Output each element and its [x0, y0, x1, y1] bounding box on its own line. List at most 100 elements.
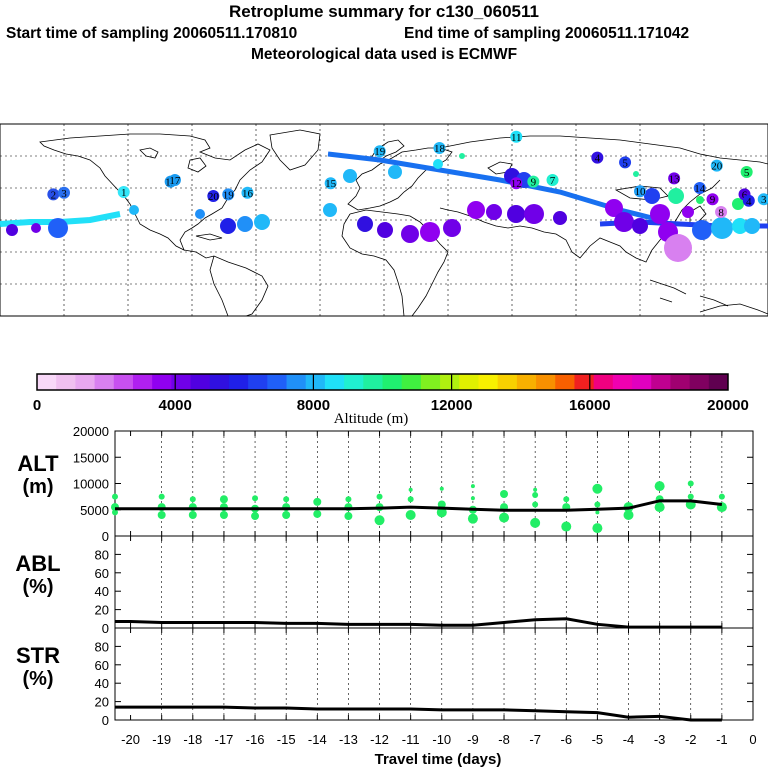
map-label-disc — [546, 174, 559, 186]
map-label: 10 — [635, 186, 647, 198]
map-label: 6 — [742, 189, 748, 201]
x-axis-label: Travel time (days) — [375, 751, 502, 768]
x-tick-label: -20 — [121, 732, 140, 747]
plume-marker — [732, 218, 748, 234]
altitude-point — [439, 486, 444, 491]
y-tick-label: 5000 — [80, 503, 109, 518]
map-label-disc — [742, 194, 755, 207]
colorbar-swatch — [670, 374, 691, 390]
x-tick-label: -1 — [716, 732, 728, 747]
x-tick-label: 0 — [749, 732, 756, 747]
altitude-point — [219, 511, 228, 519]
altitude-point — [654, 481, 665, 492]
x-tick-label: -11 — [402, 732, 420, 747]
colorbar-swatch — [632, 374, 652, 390]
x-tick-label: -8 — [498, 732, 510, 747]
plume-marker — [377, 222, 393, 238]
plume-marker — [129, 205, 139, 215]
map-label-disc — [740, 166, 753, 178]
altitude-point — [436, 507, 447, 518]
colorbar-swatch — [209, 374, 230, 390]
x-tick-label: -6 — [560, 732, 572, 747]
altitude-point — [530, 517, 541, 528]
plume-marker — [443, 219, 461, 237]
map-label: 15 — [325, 178, 337, 190]
plume-marker — [744, 218, 760, 234]
altitude-point — [532, 492, 539, 499]
map-label: 3 — [61, 188, 67, 200]
colorbar-swatch — [536, 374, 556, 390]
altitude-point — [112, 493, 118, 500]
colorbar-swatch — [382, 374, 403, 390]
x-tick-label: -18 — [183, 732, 202, 747]
panel-frame — [114, 535, 754, 629]
map-label: 8 — [718, 207, 724, 219]
colorbar-frame — [36, 373, 729, 391]
altitude-point — [157, 511, 166, 519]
y-tick-label: 60 — [95, 658, 109, 673]
altitude-point — [563, 496, 570, 503]
map-label-disc — [510, 177, 523, 190]
y-axis-unit: (m) — [22, 476, 53, 498]
map-label-disc — [510, 130, 523, 143]
colorbar-tick-label: 12000 — [431, 397, 473, 414]
map-label-disc — [668, 172, 681, 185]
colorbar-swatch — [267, 374, 288, 390]
colorbar-tick-label: 8000 — [297, 397, 330, 414]
colorbar-swatch — [37, 374, 57, 390]
altitude-point — [437, 500, 446, 509]
plume-marker — [254, 214, 270, 230]
altitude-point — [532, 501, 539, 508]
x-tick-label: -16 — [246, 732, 265, 747]
altitude-point — [623, 510, 634, 520]
map-label: 17 — [169, 175, 181, 187]
colorbar-tick-label: 4000 — [159, 397, 192, 414]
map-label-disc — [168, 174, 181, 186]
colorbar-swatch — [478, 374, 499, 390]
colorbar-swatch — [56, 374, 76, 390]
colorbar-swatch — [152, 374, 172, 390]
plume-marker — [195, 209, 205, 219]
colorbar-swatch — [286, 374, 307, 390]
map-label-disc — [47, 188, 60, 201]
map-label-disc — [710, 159, 723, 172]
colorbar-swatch — [516, 374, 537, 390]
x-tick-label: -17 — [215, 732, 234, 747]
met-data-label: Meteorological data used is ECMWF — [250, 46, 518, 63]
map-label: 4 — [746, 196, 752, 208]
x-tick-label: -3 — [654, 732, 666, 747]
plume-marker — [459, 153, 465, 159]
altitude-point — [595, 510, 600, 515]
map-label: 9 — [531, 177, 537, 189]
plume-marker — [433, 159, 443, 169]
map-label: 19 — [223, 189, 235, 201]
altitude-point — [112, 509, 118, 516]
y-tick-label: 20 — [95, 695, 109, 710]
altitude-point — [718, 493, 725, 500]
altitude-point — [219, 495, 228, 504]
colorbar-swatch — [344, 374, 364, 390]
colorbar-swatch — [574, 374, 595, 390]
colorbar-swatch — [324, 374, 345, 390]
chart-title: Retroplume summary for c130_060511 — [229, 2, 539, 21]
y-axis-label: ABL — [15, 551, 60, 576]
altitude-point — [251, 512, 260, 521]
colorbar-swatch — [689, 374, 710, 390]
plume-marker — [524, 204, 544, 224]
colorbar-swatch — [363, 374, 383, 390]
colorbar-swatch — [440, 374, 460, 390]
colorbar-swatch — [94, 374, 115, 390]
colorbar-swatch — [190, 374, 211, 390]
plume-marker — [357, 216, 373, 232]
colorbar-swatch — [708, 374, 729, 390]
altitude-point — [282, 511, 291, 519]
altitude-point — [158, 493, 165, 500]
panel-str: 0 20 40 60 80 STR(%) — [16, 627, 754, 728]
colorbar-swatch — [401, 374, 422, 390]
map-label: 9 — [710, 194, 716, 206]
map-label: 20 — [208, 191, 220, 203]
series-line-abl — [115, 617, 722, 629]
altitude-point — [252, 495, 259, 502]
plume-marker — [388, 165, 402, 179]
